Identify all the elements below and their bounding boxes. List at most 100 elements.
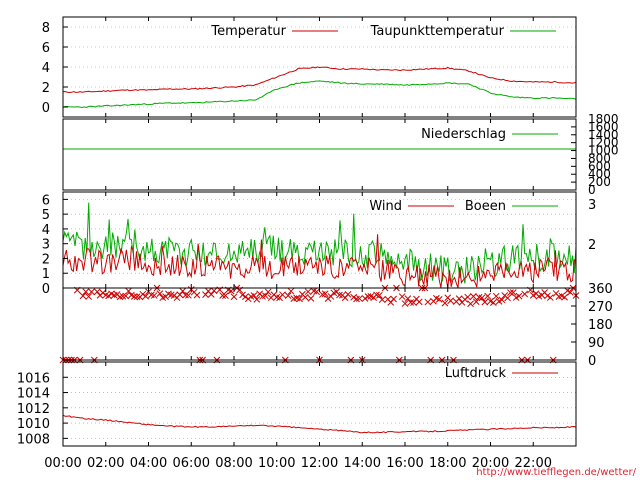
direction-point [484, 292, 492, 300]
panel-4-ytick-label-4: 1016 [17, 371, 50, 386]
direction-point [424, 298, 432, 306]
direction-point [105, 292, 112, 300]
direction-point [378, 296, 386, 303]
direction-point [93, 288, 101, 296]
direction-point [150, 292, 158, 299]
xtick-label-1600: 16:00 [386, 456, 423, 471]
direction-point [507, 289, 514, 297]
direction-point [472, 298, 480, 306]
direction-point [344, 291, 352, 298]
direction-point [455, 295, 463, 302]
wind-y2tick-label-0: 2 [588, 238, 596, 253]
direction-point [261, 292, 269, 300]
wind-y2tick-label-1: 3 [588, 198, 596, 213]
direction-point [561, 293, 568, 301]
xtick-label-2000: 20:00 [472, 456, 509, 471]
series-wind [62, 234, 577, 288]
panel-2-ytick-label-3: 3 [42, 238, 50, 253]
direction-point [130, 293, 138, 300]
direction-point [122, 292, 130, 300]
source-url: http://www.tiefflegen.de/wetter/ [476, 467, 636, 478]
direction-point [250, 292, 258, 299]
panel-2-ytick-label-4: 4 [42, 223, 50, 238]
direction-point [313, 288, 321, 296]
direction-point [470, 293, 477, 300]
xtick-label-0000: 00:00 [44, 456, 81, 471]
direction-y2tick-label-1: 90 [588, 336, 605, 351]
direction-point [492, 292, 500, 300]
direction-point [327, 293, 335, 300]
direction-point [79, 292, 87, 300]
direction-point [566, 288, 574, 296]
direction-point [321, 290, 329, 298]
direction-point [287, 287, 295, 295]
panel-2-ytick-label-6: 6 [42, 193, 50, 208]
panel-2-ytick-label-5: 5 [42, 208, 50, 223]
direction-point [301, 293, 309, 301]
xtick-label-1400: 14:00 [344, 456, 381, 471]
panel-1-ytick-label-2: 400 [588, 167, 611, 181]
direction-point [361, 295, 369, 302]
panel-1-ytick-label-8: 1600 [588, 120, 619, 134]
direction-point [242, 293, 249, 301]
xtick-label-0400: 04:00 [130, 456, 167, 471]
direction-y2tick-label-2: 180 [588, 318, 613, 333]
direction-point [119, 292, 127, 300]
direction-y2tick-label-3: 270 [588, 300, 613, 315]
xtick-label-0600: 06:00 [173, 456, 210, 471]
panel-2-ytick-label-0: 0 [42, 282, 50, 297]
xtick-label-1200: 12:00 [301, 456, 338, 471]
direction-point [375, 292, 383, 299]
direction-point [227, 287, 235, 295]
direction-point [264, 288, 272, 296]
direction-point [401, 300, 409, 307]
direction-point [478, 294, 486, 302]
direction-point [546, 294, 554, 301]
direction-point [398, 293, 406, 300]
direction-point [253, 296, 261, 303]
panel-4-ytick-label-3: 1014 [17, 387, 50, 402]
direction-point [441, 299, 449, 307]
direction-point [210, 287, 218, 295]
direction-point [407, 299, 415, 306]
direction-point [179, 287, 187, 295]
direction-point [82, 288, 90, 296]
direction-point [498, 296, 506, 304]
panel-1-ytick-label-9: 1800 [588, 112, 619, 126]
direction-point [182, 291, 189, 299]
panel-0-ytick-label-0: 0 [42, 101, 50, 116]
direction-point [185, 291, 192, 299]
legend-wind: Wind [369, 199, 402, 214]
direction-point [239, 291, 246, 299]
direction-point [125, 287, 132, 295]
panel-0-ytick-label-3: 6 [42, 41, 50, 56]
direction-point [336, 291, 343, 299]
direction-y2tick-label-4: 360 [588, 282, 613, 297]
legend-luftdruck: Luftdruck [445, 366, 507, 381]
direction-point [410, 299, 417, 307]
direction-point [304, 288, 312, 296]
direction-point [85, 293, 93, 300]
series-boeen [62, 202, 577, 284]
direction-point [447, 297, 454, 305]
direction-point [515, 292, 523, 300]
panel-1-ytick-label-0: 0 [588, 183, 596, 197]
direction-point [222, 292, 229, 299]
direction-point [390, 295, 397, 303]
direction-point [489, 299, 497, 306]
direction-y2tick-label-0: 0 [588, 354, 596, 369]
direction-point [230, 293, 238, 301]
direction-point [307, 295, 315, 302]
xtick-label-1000: 10:00 [258, 456, 295, 471]
panel-1-ytick-label-6: 1200 [588, 136, 619, 150]
series-luftdruck [62, 414, 577, 434]
series-taupunkttemperatur [62, 80, 577, 109]
legend-temperatur: Temperatur [210, 24, 286, 39]
panel-0-ytick-label-4: 8 [42, 21, 50, 36]
panel-4-ytick-label-1: 1010 [17, 417, 50, 432]
direction-point [481, 298, 489, 306]
panel-2-ytick-label-1: 1 [42, 267, 50, 282]
xtick-label-2200: 22:00 [515, 456, 552, 471]
panel-4-ytick-label-2: 1012 [17, 402, 50, 417]
direction-point [464, 293, 472, 301]
